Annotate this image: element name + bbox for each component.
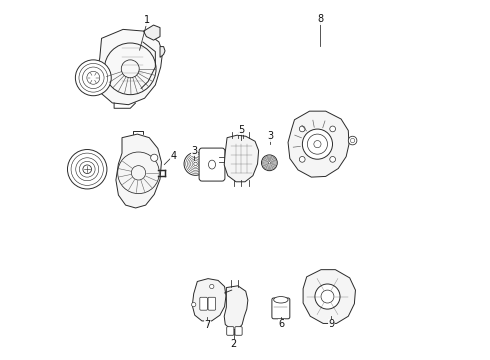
Circle shape <box>299 126 305 132</box>
Circle shape <box>184 152 207 175</box>
Polygon shape <box>96 30 163 105</box>
Circle shape <box>348 136 357 145</box>
Ellipse shape <box>274 297 288 303</box>
Text: 6: 6 <box>278 319 284 329</box>
Text: 7: 7 <box>204 320 211 330</box>
Circle shape <box>314 140 321 148</box>
FancyBboxPatch shape <box>272 298 290 319</box>
Polygon shape <box>160 46 165 57</box>
Circle shape <box>330 157 336 162</box>
Circle shape <box>230 288 234 292</box>
Circle shape <box>307 134 327 154</box>
Circle shape <box>330 126 336 132</box>
Text: 3: 3 <box>191 145 197 156</box>
FancyBboxPatch shape <box>199 148 225 181</box>
Polygon shape <box>224 135 259 182</box>
Polygon shape <box>303 270 355 323</box>
FancyBboxPatch shape <box>200 297 207 310</box>
Polygon shape <box>116 134 161 208</box>
Polygon shape <box>224 286 248 329</box>
Circle shape <box>151 154 158 161</box>
Circle shape <box>75 60 111 96</box>
FancyBboxPatch shape <box>208 297 216 310</box>
FancyBboxPatch shape <box>227 327 234 335</box>
Polygon shape <box>144 25 160 40</box>
Circle shape <box>192 302 196 307</box>
Text: 2: 2 <box>230 339 237 349</box>
Text: 3: 3 <box>267 131 273 141</box>
Ellipse shape <box>208 160 216 169</box>
Polygon shape <box>192 279 226 321</box>
Circle shape <box>315 284 340 309</box>
Text: 1: 1 <box>145 15 150 26</box>
Text: 8: 8 <box>317 14 323 24</box>
Circle shape <box>68 149 107 189</box>
Circle shape <box>210 284 214 289</box>
Circle shape <box>262 155 277 171</box>
Text: 4: 4 <box>170 150 176 161</box>
Text: 9: 9 <box>328 319 334 329</box>
FancyBboxPatch shape <box>235 327 242 335</box>
Circle shape <box>299 157 305 162</box>
Text: 5: 5 <box>238 125 245 135</box>
Polygon shape <box>288 111 349 177</box>
Circle shape <box>321 290 334 303</box>
Circle shape <box>302 129 333 159</box>
